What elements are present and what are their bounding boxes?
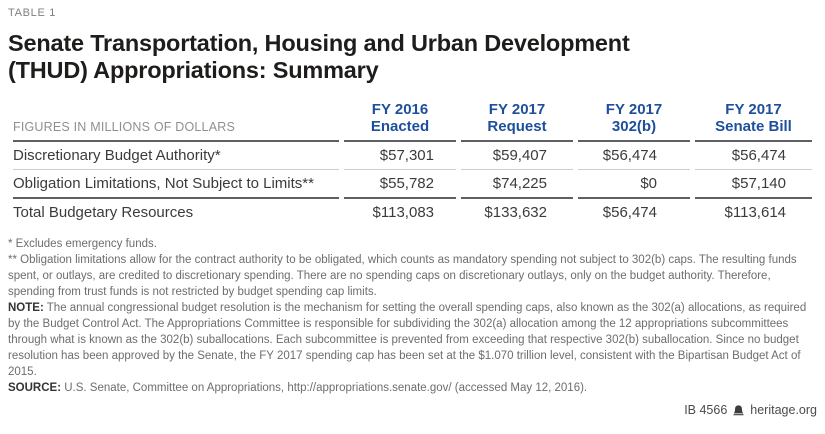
column-header-fy2017-302b: FY 2017 302(b) xyxy=(578,101,690,142)
table-kicker: TABLE 1 xyxy=(8,7,57,19)
row-label: Total Budgetary Resources xyxy=(13,204,194,221)
cell-value: $56,474 xyxy=(695,142,812,170)
source-paragraph: SOURCE: U.S. Senate, Committee on Approp… xyxy=(8,380,817,396)
column-header-year: FY 2017 xyxy=(488,101,546,118)
cell-value: $113,083 xyxy=(372,204,434,221)
cell-value: $56,474 xyxy=(578,142,690,170)
footnote-double-asterisk: ** Obligation limitations allow for the … xyxy=(8,254,797,298)
column-header-type: Enacted xyxy=(370,118,430,135)
site-name: heritage.org xyxy=(750,403,817,417)
cell-value: $56,474 xyxy=(602,204,657,221)
footer: IB 4566 heritage.org xyxy=(8,403,817,417)
cell-value: $113,614 xyxy=(724,204,786,221)
column-header-type: Request xyxy=(487,118,547,135)
table-row-discretionary: Discretionary Budget Authority* $57,301 … xyxy=(13,142,812,170)
cell-value: $0 xyxy=(578,170,690,199)
column-header-year: FY 2016 xyxy=(371,101,429,118)
column-header-type: 302(b) xyxy=(611,118,657,135)
notes-block: * Excludes emergency funds. ** Obligatio… xyxy=(8,236,817,396)
page-title-line-1: Senate Transportation, Housing and Urban… xyxy=(8,30,630,56)
cell-value: $57,301 xyxy=(344,142,456,170)
page-title: Senate Transportation, Housing and Urban… xyxy=(8,30,817,84)
table-header-row: FIGURES IN MILLIONS OF DOLLARS FY 2016 En… xyxy=(13,101,812,142)
column-header-type: Senate Bill xyxy=(715,118,792,135)
footnote-asterisk: * Excludes emergency funds. xyxy=(8,238,157,250)
cell-value: $59,407 xyxy=(461,142,573,170)
column-header-fy2017-senate-bill: FY 2017 Senate Bill xyxy=(695,101,812,142)
note-paragraph: NOTE: The annual congressional budget re… xyxy=(8,300,817,380)
row-label: Obligation Limitations, Not Subject to L… xyxy=(13,170,339,199)
column-header-year: FY 2017 xyxy=(725,101,782,118)
units-label: FIGURES IN MILLIONS OF DOLLARS xyxy=(13,101,339,142)
column-header-fy2017-request: FY 2017 Request xyxy=(461,101,573,142)
column-header-year: FY 2017 xyxy=(605,101,663,118)
row-label: Discretionary Budget Authority* xyxy=(13,142,339,170)
heritage-bell-icon xyxy=(732,404,745,417)
column-header-fy2016-enacted: FY 2016 Enacted xyxy=(344,101,456,142)
source-label: SOURCE: xyxy=(8,382,62,394)
cell-value: $133,632 xyxy=(484,204,547,221)
cell-value: $55,782 xyxy=(344,170,456,199)
table-row-obligation-limitations: Obligation Limitations, Not Subject to L… xyxy=(13,170,812,199)
cell-value: $74,225 xyxy=(461,170,573,199)
cell-value: $57,140 xyxy=(695,170,812,199)
source-text: U.S. Senate, Committee on Appropriations… xyxy=(61,382,588,394)
note-text: The annual congressional budget resoluti… xyxy=(8,302,807,378)
appropriations-summary-table: FIGURES IN MILLIONS OF DOLLARS FY 2016 En… xyxy=(8,101,817,226)
page-title-line-2: (THUD) Appropriations: Summary xyxy=(8,57,379,83)
document-id: IB 4566 xyxy=(684,403,728,417)
note-label: NOTE: xyxy=(8,302,44,314)
table-row-total: Total Budgetary Resources $113,083 $133,… xyxy=(13,199,812,226)
